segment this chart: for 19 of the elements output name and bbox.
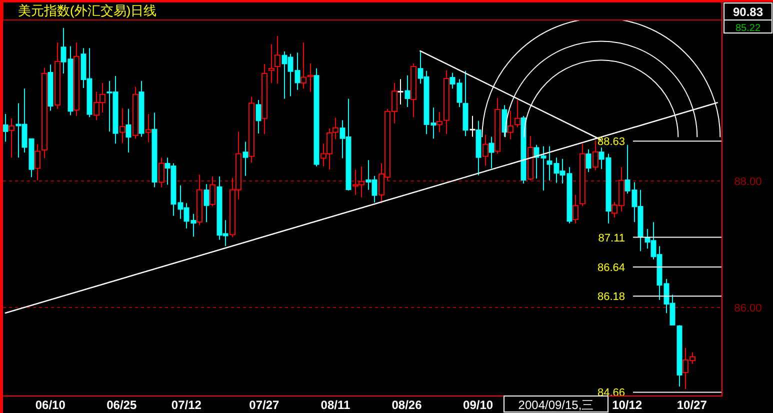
x-tick-label: 07/27 [249,398,280,412]
text: 2004/09/15,三 [518,398,594,412]
y-tick-label: 90.83 [732,5,764,19]
ref-line-label: 88.63 [597,136,625,148]
x-tick-label: 07/12 [171,398,202,412]
x-tick-label: 08/11 [320,398,350,412]
text: 85.22 [735,23,761,34]
x-tick-label: 10/12 [612,398,642,412]
ref-line-label: 87.11 [598,232,625,244]
x-tick-label: 10/27 [676,398,708,412]
y-tick-label: 86.00 [734,302,762,314]
x-tick-label: 06/10 [35,398,66,412]
chart-title: 美元指数(外汇交易)日线 [18,3,157,18]
ref-line-label: 86.64 [597,262,625,274]
y-tick-label: 88.00 [734,176,762,188]
x-tick-label: 09/10 [463,398,494,412]
x-tick-label: 08/26 [392,398,422,412]
x-tick-label: 06/25 [106,398,137,412]
ref-line-label: 86.18 [597,291,625,304]
